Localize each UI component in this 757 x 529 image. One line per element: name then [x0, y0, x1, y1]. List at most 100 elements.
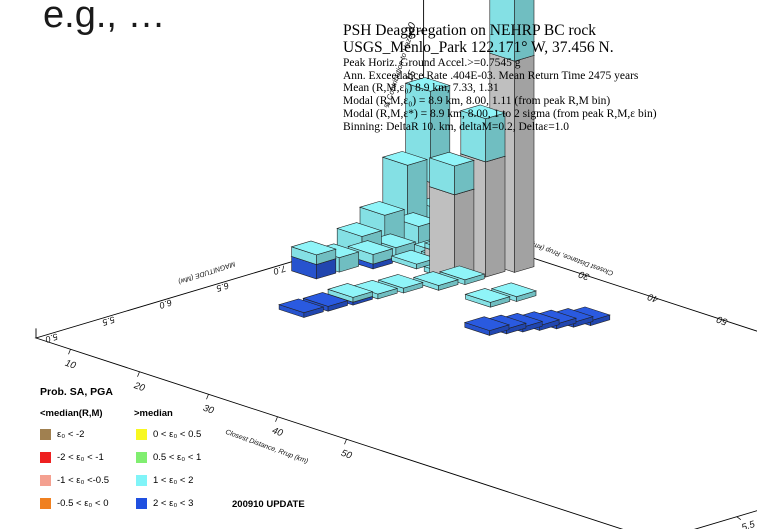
- bar-segment: [459, 104, 507, 163]
- bar-face-top: [381, 151, 429, 166]
- distance-tick: [206, 394, 209, 400]
- legend-label: -1 < ε₀ <-0.5: [57, 475, 110, 486]
- info-title: PSH Deaggregation on NEHRP BC rock: [343, 22, 597, 39]
- bar-face-top: [428, 151, 475, 167]
- legend-item: -1 < ε₀ <-0.5: [40, 475, 109, 486]
- legend-label: -0.5 < ε₀ < 0: [57, 498, 109, 509]
- legend-swatch: [40, 498, 51, 509]
- distance-tick-label: 50: [339, 448, 353, 462]
- bar-face-top: [302, 292, 349, 307]
- bar-face-side: [454, 159, 475, 196]
- bar-face-top: [278, 298, 325, 314]
- slide-title: e.g., …: [43, 0, 166, 36]
- magnitude-tick-label-back: 5.0: [44, 331, 59, 344]
- legend-label: 0.5 < ε₀ < 1: [153, 452, 202, 463]
- legend-above-header: >median: [134, 408, 173, 419]
- bar-face-front: [429, 186, 455, 282]
- legend-item: 0 < ε₀ < 0.5: [136, 429, 201, 440]
- distance-tick-label-back: 50: [715, 313, 729, 327]
- legend-swatch: [40, 429, 51, 440]
- info-rate: Ann. Exceedance Rate .404E-03. Mean Retu…: [343, 69, 639, 82]
- legend-label: 2 < ε₀ < 3: [153, 498, 194, 509]
- bar-segment: [464, 288, 511, 308]
- bar-face-top: [490, 282, 538, 298]
- legend-item: 1 < ε₀ < 2: [136, 475, 193, 486]
- distance-tick-label-back: 30: [577, 268, 591, 282]
- legend-swatch: [136, 475, 147, 486]
- distance-tick-label-back: 40: [646, 290, 660, 304]
- distance-tick-label: 30: [201, 403, 215, 417]
- bar-face-top: [358, 201, 406, 216]
- bar-face-front: [489, 0, 515, 62]
- legend-swatch: [136, 429, 147, 440]
- bar-segment: [290, 240, 337, 265]
- magnitude-tick: [736, 516, 742, 520]
- bar-stack: [290, 240, 337, 280]
- legend-swatch: [136, 498, 147, 509]
- bar-face-top: [404, 77, 451, 92]
- legend-swatch: [40, 475, 51, 486]
- info-site: USGS_Menlo_Park 122.171° W, 37.456 N.: [343, 39, 614, 57]
- legend-swatch: [136, 452, 147, 463]
- distance-tick: [68, 349, 71, 355]
- bar-segment: [302, 292, 349, 312]
- bar-stack: [302, 292, 349, 312]
- bar-segment: [327, 283, 374, 303]
- legend-below-header: <median(R,M): [40, 408, 103, 419]
- bar-segment: [463, 316, 511, 336]
- bar-face-top: [459, 104, 507, 120]
- legend-item: -2 < ε₀ < -1: [40, 452, 104, 463]
- distance-tick: [275, 416, 278, 422]
- bar-segment: [489, 0, 535, 62]
- bar-face-top: [377, 274, 424, 289]
- legend-label: 1 < ε₀ < 2: [153, 475, 194, 486]
- magnitude-tick-label: 5.5: [740, 519, 757, 529]
- bar-face-top: [327, 283, 374, 298]
- bar-stacks: [278, 0, 611, 336]
- bar-face-side: [485, 155, 506, 278]
- legend-title: Prob. SA, PGA: [40, 386, 113, 398]
- bar-face-top: [464, 288, 511, 303]
- bar-segment: [278, 298, 325, 318]
- bar-face-top: [412, 271, 460, 286]
- bar-segment: [428, 180, 475, 282]
- distance-tick: [137, 371, 140, 377]
- info-mean: Mean (R,M,ε₀) 8.9 km, 7.33, 1.31: [343, 82, 499, 95]
- bar-segment: [490, 282, 538, 302]
- z-tick-label: 20: [404, 21, 419, 37]
- magnitude-tick-label-back: 5.5: [100, 314, 116, 328]
- legend-item: ε₀ < -2: [40, 429, 84, 440]
- info-binning: Binning: DeltaR 10. km, deltaM=0.2, Delt…: [343, 121, 570, 134]
- legend-item: 0.5 < ε₀ < 1: [136, 452, 201, 463]
- legend-label: ε₀ < -2: [57, 429, 85, 440]
- info-modal-1: Modal (R,M,ε₀) = 8.9 km, 8.00, 1.11 (fro…: [343, 95, 611, 108]
- bar-stack: [412, 271, 460, 291]
- legend-item: -0.5 < ε₀ < 0: [40, 498, 109, 509]
- legend-label: -2 < ε₀ < -1: [57, 452, 104, 463]
- bar-segment: [428, 151, 475, 196]
- bar-face-top: [336, 222, 383, 237]
- update-note: 200910 UPDATE: [232, 499, 305, 510]
- bar-stack: [464, 288, 511, 308]
- bar-face-top: [290, 240, 337, 256]
- magnitude-tick-label-back: 6.5: [214, 280, 230, 294]
- bar-segment: [412, 271, 460, 291]
- legend: Prob. SA, PGA <median(R,M) >median ε₀ < …: [40, 382, 340, 522]
- bar-stack: [490, 282, 538, 302]
- info-block: PSH Deaggregation on NEHRP BC rock USGS_…: [343, 22, 657, 134]
- bar-face-top: [369, 233, 417, 249]
- z-tick-label: 15: [404, 69, 419, 84]
- bar-face-top: [347, 240, 394, 255]
- distance-tick-label: 40: [270, 425, 284, 439]
- z-tick: [417, 30, 424, 32]
- distance-tick-label: 10: [63, 358, 77, 372]
- info-pga: Peak Horiz. Ground Accel.>=0.7545 g: [343, 56, 521, 69]
- bar-face-side: [514, 0, 535, 62]
- legend-swatch: [40, 452, 51, 463]
- bar-stack: [390, 249, 438, 270]
- bar-stack: [278, 298, 325, 318]
- info-modal-2: Modal (R,M,ε*) = 8.9 km, 8.00, 1 to 2 si…: [343, 108, 657, 121]
- magnitude-tick-label-back: 6.0: [158, 297, 173, 310]
- bar-stack: [463, 316, 511, 336]
